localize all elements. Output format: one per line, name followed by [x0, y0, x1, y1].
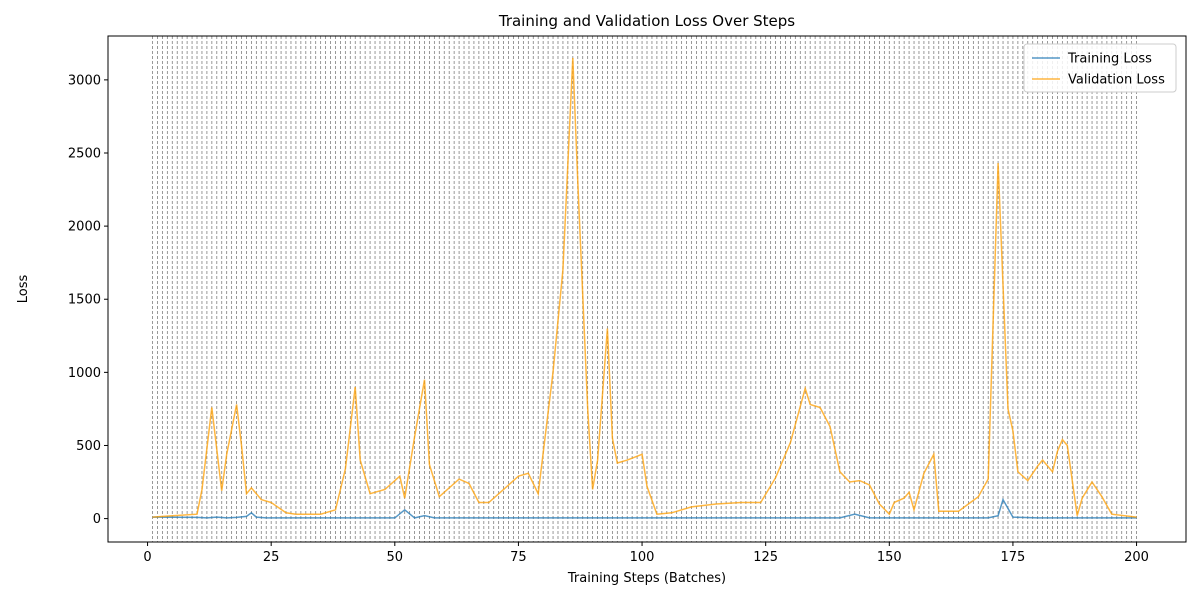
- x-axis-label: Training Steps (Batches): [567, 571, 726, 586]
- legend-label: Validation Loss: [1068, 73, 1165, 88]
- plot-frame: [107, 35, 1187, 543]
- y-tick-label: 2500: [68, 146, 101, 161]
- y-tick-label: 0: [93, 512, 101, 527]
- x-tick-label: 125: [753, 550, 778, 565]
- x-tick-label: 75: [510, 550, 527, 565]
- legend-label: Training Loss: [1067, 52, 1152, 67]
- y-tick-label: 3000: [68, 73, 101, 88]
- x-tick-label: 200: [1124, 550, 1149, 565]
- y-axis: 0 500 1000 1500 2000 2500 3000: [68, 73, 108, 527]
- x-tick-label: 50: [387, 550, 404, 565]
- legend: Training Loss Validation Loss: [1023, 43, 1177, 93]
- legend-box: [1023, 43, 1177, 93]
- y-tick-label: 1500: [68, 293, 101, 308]
- series-layer: [152, 57, 1137, 519]
- series-line-training-loss: [152, 497, 1137, 519]
- x-tick-label: 150: [877, 550, 902, 565]
- y-axis-label: Loss: [16, 275, 31, 304]
- series-line-validation-loss: [152, 57, 1137, 518]
- chart-title: Training and Validation Loss Over Steps: [498, 12, 795, 30]
- y-tick-label: 2000: [68, 220, 101, 235]
- y-tick-label: 1000: [68, 366, 101, 381]
- x-tick-label: 175: [1001, 550, 1026, 565]
- x-axis: 0 25 50 75 100 125 150 175 200: [143, 542, 1149, 565]
- x-tick-label: 25: [263, 550, 280, 565]
- x-tick-label: 0: [143, 550, 151, 565]
- y-tick-label: 500: [76, 439, 101, 454]
- x-tick-label: 100: [630, 550, 655, 565]
- epoch-markers: [152, 36, 1137, 542]
